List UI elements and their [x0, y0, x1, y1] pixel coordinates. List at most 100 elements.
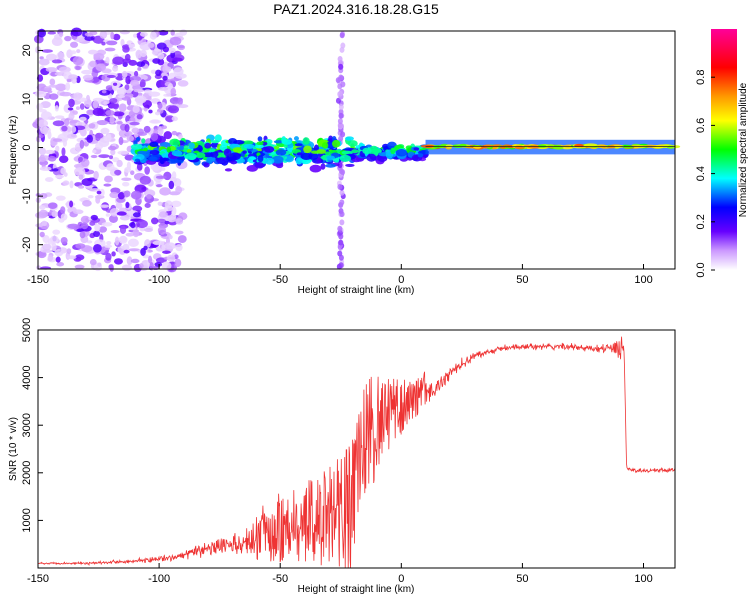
- heatmap-cell: [338, 112, 344, 119]
- heatmap-cell: [70, 27, 83, 37]
- heatmap-cell: [129, 121, 140, 126]
- heatmap-cell: [61, 125, 68, 132]
- heatmap-cell: [255, 144, 264, 149]
- heatmap-cell: [69, 120, 78, 124]
- heatmap-cell: [242, 150, 247, 154]
- x-tick-label: -50: [272, 274, 288, 286]
- heatmap-cell: [86, 134, 94, 143]
- heatmap-cell: [38, 147, 47, 156]
- spectrogram-x-axis-label: Height of straight line (km): [298, 285, 415, 296]
- heatmap-cell: [58, 66, 71, 73]
- heatmap-cell: [339, 211, 345, 218]
- heatmap-cell: [161, 125, 168, 130]
- heatmap-cell: [39, 204, 46, 210]
- heatmap-cell: [47, 254, 54, 262]
- heatmap-cell: [113, 111, 125, 117]
- heatmap-cell: [150, 217, 159, 225]
- heatmap-cell: [104, 47, 116, 52]
- heatmap-cell: [51, 242, 57, 252]
- heatmap-cell: [108, 214, 118, 223]
- heatmap-cell: [60, 213, 68, 221]
- heatmap-cell: [84, 36, 95, 41]
- heatmap-cell: [69, 180, 74, 189]
- heatmap-cell: [135, 136, 141, 142]
- y-tick-label: 4000: [21, 365, 33, 389]
- heatmap-cell: [337, 118, 343, 125]
- heatmap-cell: [114, 236, 120, 246]
- heatmap-cell: [37, 119, 49, 128]
- y-tick-label: -10: [21, 188, 33, 204]
- heatmap-cell: [339, 154, 351, 162]
- heatmap-cell: [112, 33, 121, 41]
- heatmap-cell: [157, 201, 163, 206]
- heatmap-cell: [37, 250, 47, 259]
- heatmap-cell: [105, 109, 115, 116]
- heatmap-cell: [136, 162, 143, 171]
- heatmap-cell: [134, 158, 141, 162]
- heatmap-cell: [345, 136, 354, 141]
- heatmap-cell: [163, 131, 173, 140]
- heatmap-cell: [162, 250, 171, 254]
- heatmap-cell: [362, 147, 372, 155]
- heatmap-cell: [116, 87, 127, 96]
- heatmap-cell: [79, 116, 87, 122]
- heatmap-cell: [347, 140, 358, 147]
- heatmap-cell: [47, 202, 58, 209]
- heatmap-cell: [122, 61, 128, 68]
- x-tick-label: 50: [516, 573, 528, 585]
- heatmap-cell: [338, 254, 344, 261]
- heatmap-cell: [163, 93, 172, 97]
- heatmap-cell: [39, 56, 44, 60]
- heatmap-cell: [338, 202, 344, 209]
- heatmap-cell: [283, 144, 288, 149]
- heatmap-cell: [147, 96, 152, 101]
- heatmap-cell: [133, 33, 138, 38]
- heatmap-cell: [338, 74, 344, 81]
- heatmap-cell: [69, 200, 74, 208]
- heatmap-cell: [316, 156, 322, 164]
- heatmap-cell: [117, 95, 126, 99]
- heatmap-cell: [148, 156, 158, 161]
- snr-series-line: [38, 336, 676, 569]
- heatmap-cell: [75, 243, 86, 249]
- heatmap-cell: [148, 91, 161, 97]
- heatmap-cell: [70, 125, 77, 133]
- heatmap-cell: [152, 240, 165, 246]
- heatmap-cell: [132, 228, 140, 238]
- heatmap-cell: [66, 248, 72, 255]
- heatmap-cell: [338, 103, 344, 110]
- x-tick-label: 100: [634, 573, 652, 585]
- heatmap-cell: [70, 41, 79, 48]
- heatmap-cell: [157, 86, 169, 91]
- y-tick-label: 10: [21, 93, 33, 105]
- heatmap-cell: [122, 58, 132, 63]
- heatmap-cell: [134, 95, 147, 104]
- spectrogram-y-ticks: -20 -10 0 10 20: [21, 44, 43, 253]
- heatmap-cell: [97, 262, 102, 267]
- heatmap-cell: [116, 211, 127, 216]
- heatmap-cell: [128, 110, 136, 118]
- heatmap-cell: [164, 242, 176, 250]
- heatmap-cell: [106, 163, 115, 171]
- heatmap-cell: [395, 149, 408, 157]
- heatmap-cell: [209, 148, 216, 153]
- heatmap-cell: [332, 139, 341, 148]
- heatmap-cell: [49, 78, 56, 86]
- heatmap-cell: [72, 56, 84, 66]
- heatmap-cell: [89, 259, 97, 266]
- heatmap-cell: [149, 261, 154, 271]
- heatmap-cell: [68, 112, 75, 120]
- x-tick-label: -100: [148, 573, 170, 585]
- heatmap-cell: [117, 192, 125, 200]
- heatmap-cell: [134, 70, 139, 77]
- heatmap-cell: [264, 157, 275, 165]
- heatmap-cell: [596, 144, 607, 148]
- heatmap-cell: [117, 150, 129, 155]
- heatmap-cell: [38, 58, 50, 66]
- heatmap-cell: [70, 93, 80, 100]
- heatmap-cell: [79, 103, 85, 110]
- heatmap-cell: [149, 141, 159, 148]
- heatmap-cell: [143, 147, 148, 152]
- heatmap-cell: [93, 170, 99, 180]
